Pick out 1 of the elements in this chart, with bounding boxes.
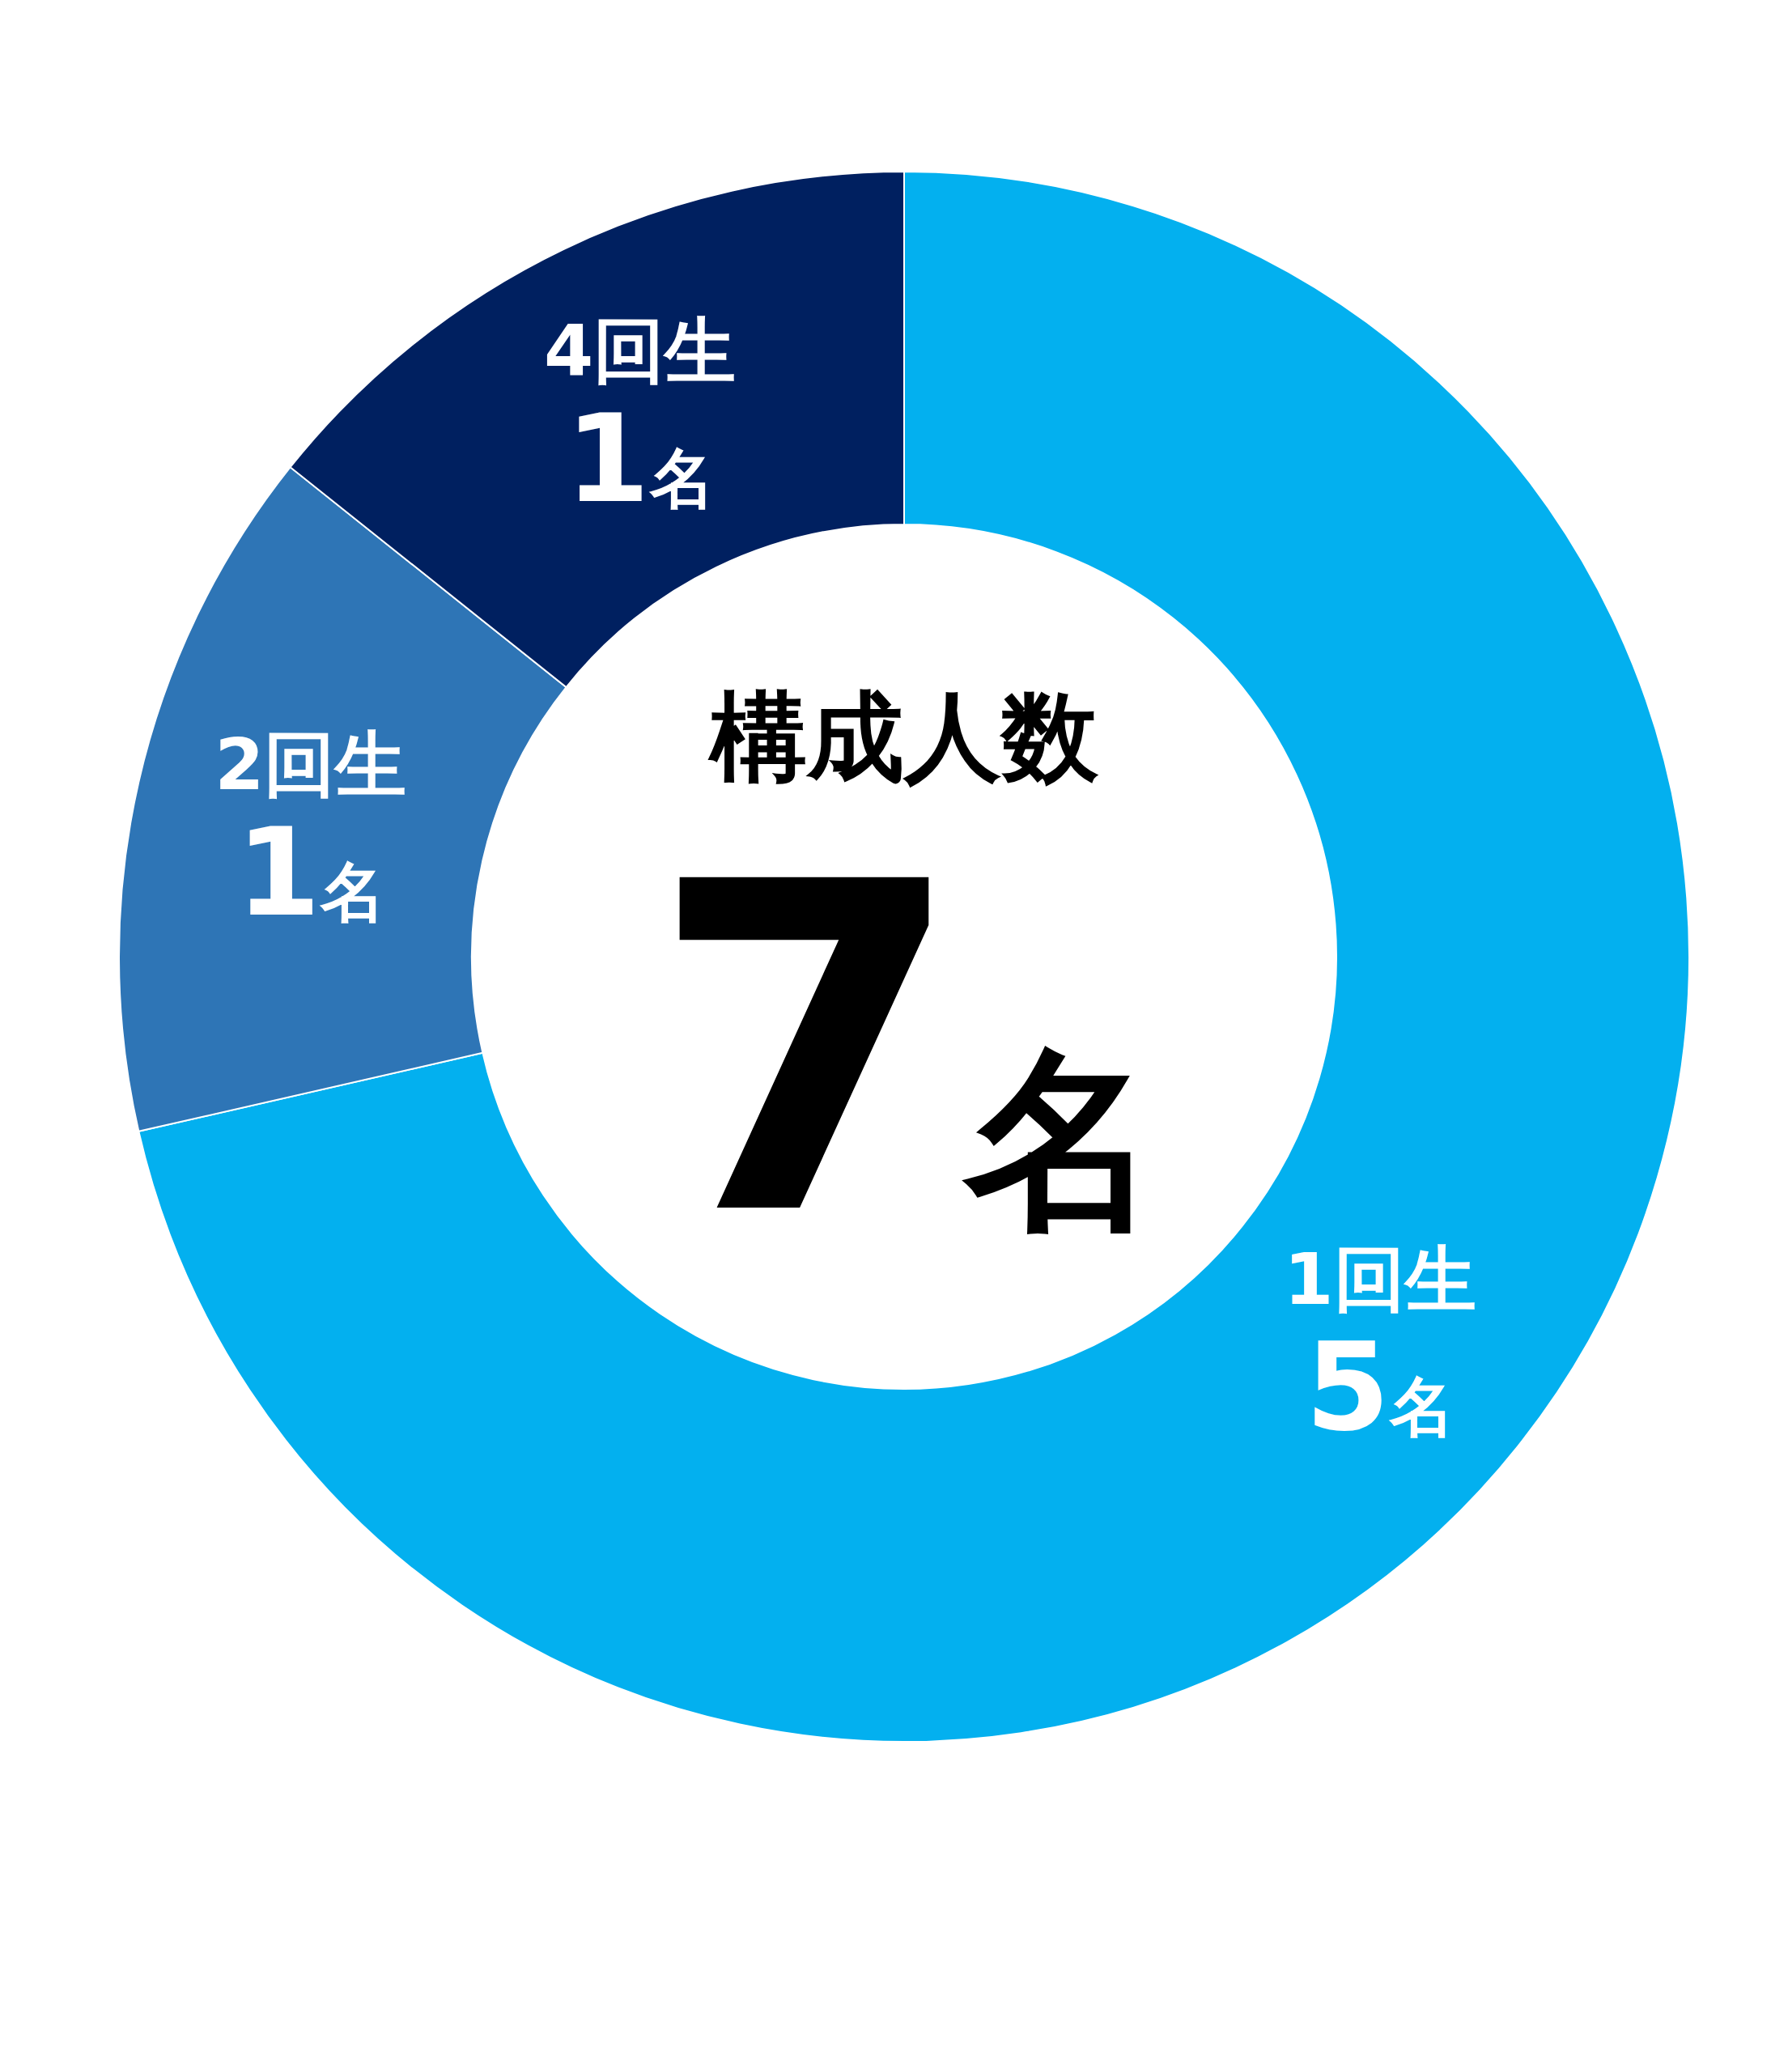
annotation: 7名 <box>649 787 1159 1314</box>
